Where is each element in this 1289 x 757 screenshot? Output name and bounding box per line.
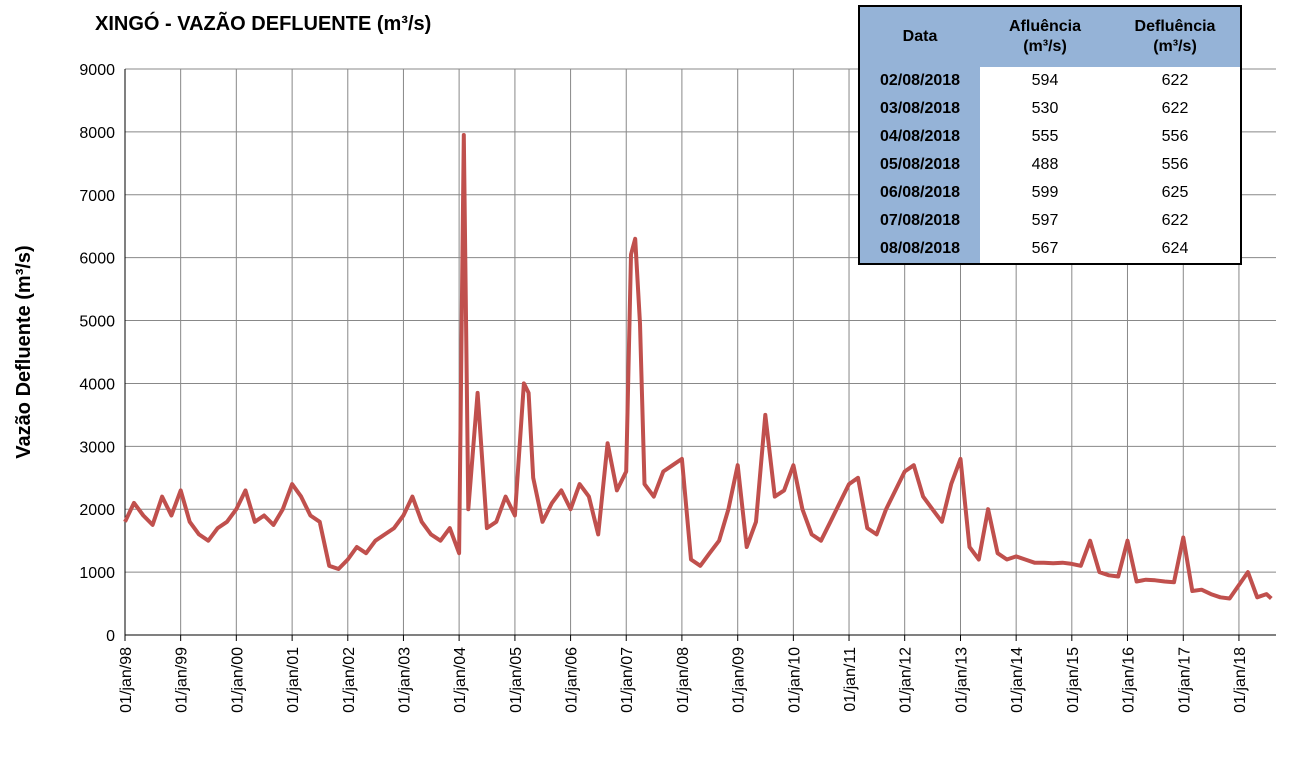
table-row: 06/08/2018 599 625	[859, 179, 1241, 207]
table-row: 04/08/2018 555 556	[859, 123, 1241, 151]
table-cell: 08/08/2018	[859, 235, 980, 264]
x-tick-label: 01/jan/14	[1009, 647, 1026, 713]
table-cell: 622	[1161, 72, 1189, 89]
x-tick-label: 01/jan/05	[508, 647, 525, 713]
x-tick-label: 01/jan/01	[285, 647, 302, 713]
table-cell: 599	[1031, 184, 1059, 201]
table-cell: 594	[1031, 72, 1059, 89]
table-cell: 06/08/2018	[859, 179, 980, 207]
table-row: 08/08/2018 567 624	[859, 235, 1241, 264]
table-cell: 556	[1161, 128, 1189, 145]
x-tick-label: 01/jan/04	[452, 647, 469, 713]
x-tick-label: 01/jan/07	[619, 647, 636, 713]
x-tick-label: 01/jan/06	[564, 647, 581, 713]
y-tick-label: 7000	[79, 188, 115, 205]
y-tick-label: 4000	[79, 376, 115, 393]
x-tick-label: 01/jan/11	[842, 647, 859, 712]
table-cell: 05/08/2018	[859, 151, 980, 179]
table-cell: 555	[1031, 128, 1059, 145]
x-tick-label: 01/jan/12	[898, 647, 915, 713]
y-tick-label: 5000	[79, 314, 115, 331]
x-tick-label: 01/jan/17	[1176, 647, 1193, 713]
x-tick-label: 01/jan/09	[731, 647, 748, 713]
x-tick-label: 01/jan/03	[396, 647, 413, 713]
data-line	[123, 133, 1273, 601]
y-tick-label: 8000	[79, 125, 115, 142]
table-header-row: Data Afluência (m³/s) Defluência (m³/s)	[859, 6, 1241, 67]
y-tick-label: 6000	[79, 251, 115, 268]
x-tick-label: 01/jan/08	[675, 647, 692, 713]
table-cell: 07/08/2018	[859, 207, 980, 235]
x-tick-label: 01/jan/16	[1120, 647, 1137, 713]
table-row: 03/08/2018 530 622	[859, 95, 1241, 123]
y-tick-label: 0	[106, 628, 115, 645]
x-tick-label: 01/jan/18	[1232, 647, 1249, 713]
table-cell: 622	[1161, 212, 1189, 229]
table-cell: 567	[1031, 240, 1059, 257]
table-cell: 530	[1031, 100, 1059, 117]
x-tick-label: 01/jan/15	[1065, 647, 1082, 713]
table-header-cell: Data	[859, 6, 980, 67]
y-tick-label: 3000	[79, 439, 115, 456]
x-tick-label: 01/jan/02	[341, 647, 358, 713]
table-cell: 02/08/2018	[859, 67, 980, 95]
table-cell: 04/08/2018	[859, 123, 980, 151]
data-table: Data Afluência (m³/s) Defluência (m³/s) 02/…	[858, 5, 1242, 265]
x-tick-label: 01/jan/13	[953, 647, 970, 713]
table-row: 07/08/2018 597 622	[859, 207, 1241, 235]
table-cell: 488	[1031, 156, 1059, 173]
y-axis-label: Vazão Defluente (m³/s)	[13, 245, 35, 458]
table-cell: 03/08/2018	[859, 95, 980, 123]
table-cell: 556	[1161, 156, 1189, 173]
table-header-cell: Afluência (m³/s)	[980, 6, 1110, 67]
x-tick-label: 01/jan/98	[118, 647, 135, 713]
y-tick-label: 9000	[79, 62, 115, 79]
table-cell: 622	[1161, 100, 1189, 117]
y-tick-label: 2000	[79, 502, 115, 519]
x-tick-label: 01/jan/00	[229, 647, 246, 713]
table-header-cell: Defluência (m³/s)	[1110, 6, 1241, 67]
x-tick-label: 01/jan/99	[174, 647, 191, 713]
table-row: 02/08/2018 594 622	[859, 67, 1241, 95]
table-cell: 624	[1161, 240, 1189, 257]
x-tick-label: 01/jan/10	[786, 647, 803, 713]
table-cell: 597	[1031, 212, 1059, 229]
y-tick-label: 1000	[79, 565, 115, 582]
chart-title: XINGÓ - VAZÃO DEFLUENTE (m³/s)	[95, 11, 431, 35]
table-cell: 625	[1161, 184, 1189, 201]
table-row: 05/08/2018 488 556	[859, 151, 1241, 179]
